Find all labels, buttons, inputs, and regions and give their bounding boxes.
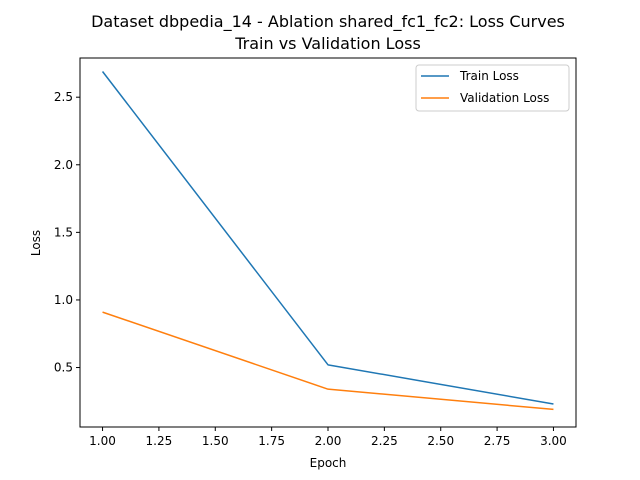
x-axis-ticks: 1.00 1.25 1.50 1.75 2.00 2.25 2.50 2.75 3.00	[89, 427, 567, 448]
y-axis-label: Loss	[29, 230, 43, 256]
x-tick-label: 1.00	[89, 434, 116, 448]
x-tick-label: 3.00	[540, 434, 567, 448]
x-tick-label: 1.50	[202, 434, 229, 448]
legend-entries: Train Loss Validation Loss	[421, 69, 549, 105]
x-tick-label: 2.25	[371, 434, 398, 448]
x-tick-label: 2.50	[427, 434, 454, 448]
y-tick-label: 0.5	[54, 361, 73, 375]
legend: Train Loss Validation Loss	[415, 64, 570, 112]
legend-box	[415, 64, 570, 112]
chart-title: Dataset dbpedia_14 - Ablation shared_fc1…	[91, 12, 565, 32]
y-tick-label: 2.0	[54, 158, 73, 172]
x-tick-label: 1.25	[146, 434, 173, 448]
plot-frame	[79, 57, 577, 428]
y-tick-label: 2.5	[54, 90, 73, 104]
y-tick-label: 1.5	[54, 225, 73, 239]
series-layer	[101, 71, 554, 411]
legend-label-validation-loss: Validation Loss	[460, 91, 549, 105]
y-tick-label: 1.0	[54, 293, 73, 307]
chart-subtitle: Train vs Validation Loss	[234, 34, 421, 53]
y-axis-ticks: 0.5 1.0 1.5 2.0 2.5	[54, 90, 80, 375]
legend-label-train-loss: Train Loss	[459, 69, 519, 83]
x-tick-label: 1.75	[258, 434, 285, 448]
x-tick-label: 2.00	[315, 434, 342, 448]
validation-loss-line	[102, 311, 554, 411]
x-tick-label: 2.75	[484, 434, 511, 448]
train-loss-line	[101, 71, 554, 405]
x-axis-label: Epoch	[310, 456, 347, 470]
